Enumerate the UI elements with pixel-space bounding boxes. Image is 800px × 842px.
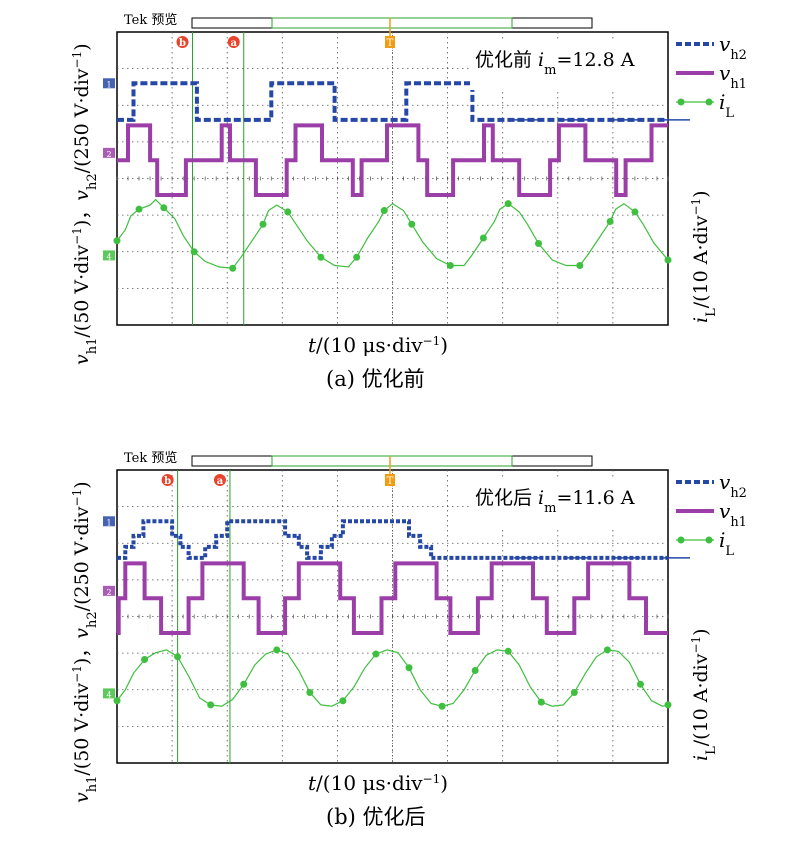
- series-point-iL: [190, 248, 198, 256]
- ylabel-right: iL/(10 A·div−1): [689, 190, 719, 323]
- ylabel-left: vh1/(50 V·div−1)，vh2/(250 V·div−1): [70, 481, 100, 803]
- channel-marker-label: 2: [106, 588, 111, 597]
- trigger-marker: [385, 36, 395, 48]
- series-point-iL: [471, 667, 479, 675]
- cursor-label: b: [179, 38, 186, 49]
- xlabel: t/(10 μs·div−1): [308, 771, 448, 795]
- series-point-iL: [570, 688, 578, 696]
- series-point-iL: [504, 647, 512, 655]
- series-point-iL: [603, 646, 611, 654]
- scope-label: Tek 预览: [124, 450, 177, 466]
- series-point-iL: [408, 220, 416, 228]
- cursor-marker: [213, 474, 226, 486]
- trigger-marker: [385, 474, 395, 486]
- series-point-iL: [284, 208, 292, 216]
- series-point-iL: [229, 264, 237, 272]
- scope-bar: [191, 455, 593, 467]
- series-point-iL: [537, 698, 545, 706]
- series-point-iL: [631, 208, 639, 216]
- series-point-iL: [405, 664, 413, 672]
- series-line-iL: [116, 649, 669, 707]
- series-point-iL: [259, 220, 267, 228]
- annotation: 优化前 im=12.8 A: [475, 49, 635, 78]
- legend-marker: [705, 98, 713, 106]
- legend-label-L: iL: [719, 90, 734, 121]
- series-point-iL: [306, 688, 314, 696]
- cursor-marker: [227, 36, 240, 48]
- series-point-iL: [664, 701, 672, 709]
- panel-b: Tek 预览 b a T 1 2 4 优化后 im=11.6 A vh2 vh1 iL vh1/(50…: [0, 438, 800, 838]
- series-point-iL: [207, 701, 215, 709]
- channel-marker: [103, 516, 115, 527]
- annotation-bg: [470, 40, 665, 90]
- series-point-iL: [273, 646, 281, 654]
- scope-bar-window: [271, 455, 513, 467]
- series-point-iL: [339, 697, 347, 705]
- channel-marker-label: 4: [106, 690, 111, 699]
- legend-marker: [677, 536, 685, 544]
- annotation: 优化后 im=11.6 A: [475, 487, 635, 516]
- legend-label-h2: vh2: [719, 470, 747, 501]
- channel-marker: [103, 78, 115, 89]
- caption: (b) 优化后: [326, 805, 426, 829]
- series-point-iL: [504, 200, 512, 208]
- series-point-iL: [113, 237, 121, 245]
- channel-marker: [103, 688, 115, 699]
- channel-marker: [103, 147, 115, 158]
- channel-marker-label: 1: [106, 518, 111, 527]
- ylabel-left: vh1/(50 V·div−1)，vh2/(250 V·div−1): [70, 43, 100, 365]
- ylabel-right: iL/(10 A·div−1): [689, 628, 719, 761]
- channel-marker-label: 2: [106, 150, 111, 159]
- channel-marker-label: 1: [106, 80, 111, 89]
- cursor-label: b: [164, 476, 171, 487]
- series-line-vh2: [117, 81, 668, 122]
- series-line-vh1: [117, 123, 668, 197]
- series-point-iL: [664, 256, 672, 264]
- series-point-iL: [438, 702, 446, 710]
- series-point-iL: [372, 650, 380, 658]
- cursor-marker: [176, 36, 189, 48]
- trigger-label: T: [387, 38, 394, 49]
- channel-marker: [103, 250, 115, 261]
- cursor-label: a: [230, 38, 237, 49]
- series-point-iL: [479, 234, 487, 242]
- series-point-iL: [380, 207, 388, 215]
- panel-a: Tek 预览 b a T 1 2 4 优化前 im=12.8 A vh2 vh1 iL vh1/(50…: [0, 0, 800, 400]
- cursor-label: a: [217, 476, 224, 487]
- cursor-marker: [161, 474, 174, 486]
- channel-marker-label: 4: [106, 252, 111, 261]
- series-point-iL: [113, 697, 121, 705]
- series-line-vh2: [117, 519, 668, 560]
- annotation-bg: [470, 478, 665, 528]
- legend-marker: [705, 536, 713, 544]
- series-point-iL: [174, 653, 182, 661]
- scope-bar: [191, 17, 593, 29]
- series-point-iL: [135, 205, 143, 213]
- xlabel: t/(10 μs·div−1): [308, 333, 448, 357]
- series-point-iL: [606, 218, 614, 226]
- series-point-iL: [141, 656, 149, 664]
- caption: (a) 优化前: [326, 367, 425, 391]
- series-point-iL: [317, 253, 325, 261]
- legend-marker: [677, 98, 685, 106]
- series-point-iL: [240, 680, 248, 688]
- trigger-label: T: [387, 476, 394, 487]
- legend-label-h1: vh1: [719, 499, 747, 530]
- series-point-iL: [353, 253, 361, 261]
- scope-label: Tek 预览: [124, 12, 177, 28]
- series-point-iL: [576, 261, 584, 269]
- legend-label-h2: vh2: [719, 32, 747, 63]
- channel-marker: [103, 585, 115, 596]
- legend-label-h1: vh1: [719, 61, 747, 92]
- series-point-iL: [160, 204, 168, 212]
- scope-bar-window: [271, 17, 513, 29]
- series-line-vh1: [116, 561, 668, 635]
- legend-label-L: iL: [719, 528, 734, 559]
- series-point-iL: [636, 680, 644, 688]
- series-point-iL: [535, 240, 543, 248]
- series-point-iL: [446, 261, 454, 269]
